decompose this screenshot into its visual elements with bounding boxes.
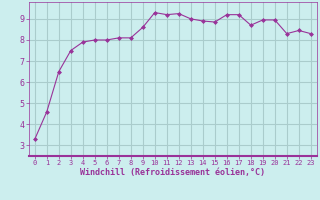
X-axis label: Windchill (Refroidissement éolien,°C): Windchill (Refroidissement éolien,°C) (80, 168, 265, 177)
